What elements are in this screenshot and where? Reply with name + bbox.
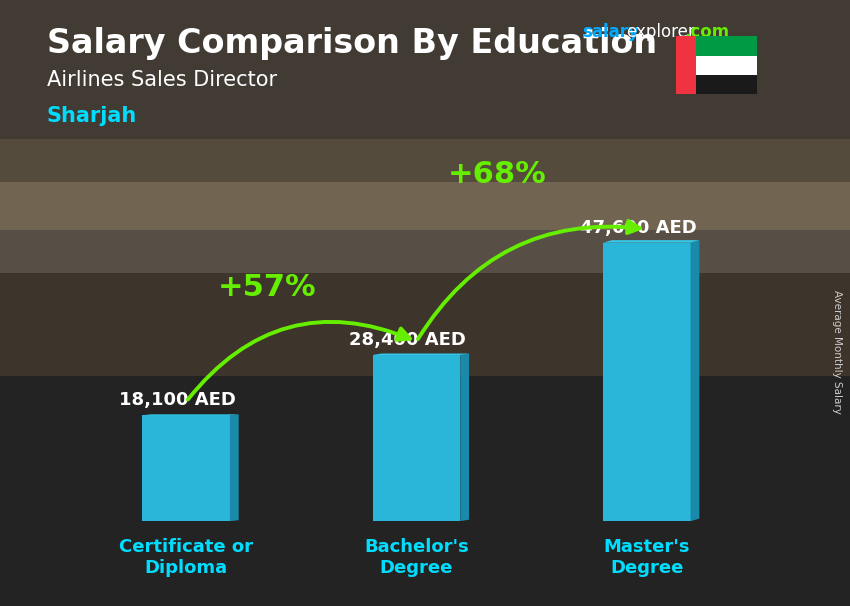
Polygon shape [460,353,469,521]
Text: .com: .com [684,23,729,41]
Bar [0,0,850,273]
Bar [676,56,756,75]
Bar [0,0,850,182]
Text: 28,400 AED: 28,400 AED [349,331,466,349]
Text: +57%: +57% [218,273,316,302]
Text: Salary Comparison By Education: Salary Comparison By Education [47,27,657,60]
Bar [676,36,696,94]
Text: 47,600 AED: 47,600 AED [580,219,696,236]
Bar [373,355,460,521]
Text: Sharjah: Sharjah [47,106,137,126]
Bar [0,139,850,230]
Text: +68%: +68% [448,160,547,189]
Text: Airlines Sales Director: Airlines Sales Director [47,70,277,90]
Text: Average Monthly Salary: Average Monthly Salary [832,290,842,413]
Bar [676,36,756,56]
Polygon shape [230,415,239,521]
Polygon shape [690,240,700,521]
Polygon shape [373,353,469,355]
Text: explorer: explorer [626,23,695,41]
Text: 18,100 AED: 18,100 AED [119,391,235,409]
Polygon shape [603,240,700,242]
Text: salary: salary [582,23,639,41]
Bar [603,242,690,521]
Bar [0,376,850,606]
Bar [0,273,850,376]
Bar [676,75,756,94]
Bar [143,415,230,521]
